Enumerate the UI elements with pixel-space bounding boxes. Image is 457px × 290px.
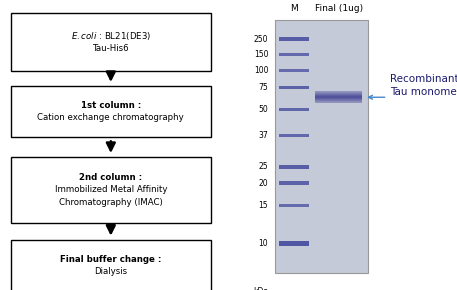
Bar	[279, 241, 309, 246]
FancyBboxPatch shape	[11, 13, 211, 71]
Text: Immobilized Metal Affinity: Immobilized Metal Affinity	[54, 185, 167, 195]
Bar	[279, 165, 309, 168]
Text: Final (1ug): Final (1ug)	[314, 4, 363, 13]
Text: 50: 50	[259, 105, 268, 114]
Bar	[279, 181, 309, 185]
Bar	[279, 133, 309, 137]
Text: 20: 20	[259, 179, 268, 188]
Text: 25: 25	[259, 162, 268, 171]
Text: Recombinant
Tau monomer: Recombinant Tau monomer	[390, 74, 457, 97]
Text: 37: 37	[259, 130, 268, 139]
Text: 100: 100	[254, 66, 268, 75]
Bar	[315, 99, 362, 100]
Bar	[315, 100, 362, 101]
Bar	[315, 102, 362, 103]
Bar	[279, 53, 309, 56]
Text: 250: 250	[254, 35, 268, 44]
Text: Final buffer change :: Final buffer change :	[60, 255, 161, 264]
Text: Cation exchange chromatography: Cation exchange chromatography	[37, 113, 184, 122]
Bar	[315, 97, 362, 98]
Bar	[315, 95, 362, 96]
FancyBboxPatch shape	[11, 240, 211, 290]
FancyBboxPatch shape	[11, 86, 211, 137]
Bar	[315, 94, 362, 95]
Text: Tau-His6: Tau-His6	[92, 44, 129, 53]
Text: 150: 150	[254, 50, 268, 59]
Text: Dialysis: Dialysis	[94, 267, 128, 276]
Bar	[279, 69, 309, 72]
Bar	[315, 98, 362, 99]
Bar	[315, 92, 362, 93]
Text: 15: 15	[259, 201, 268, 210]
Bar	[315, 93, 362, 94]
Text: 2nd column :: 2nd column :	[79, 173, 143, 182]
Text: kDa: kDa	[253, 287, 268, 290]
Bar	[279, 37, 309, 41]
Bar	[315, 96, 362, 97]
Bar	[275, 20, 368, 273]
Text: 1st column :: 1st column :	[81, 101, 141, 110]
Text: M: M	[290, 4, 298, 13]
Bar	[279, 86, 309, 89]
Bar	[315, 91, 362, 92]
Text: Chromatography (IMAC): Chromatography (IMAC)	[59, 197, 163, 207]
Bar	[279, 204, 309, 207]
FancyBboxPatch shape	[11, 157, 211, 223]
Text: 10: 10	[259, 239, 268, 248]
Bar	[279, 108, 309, 111]
Text: $\it{E. coli}$ : BL21(DE3): $\it{E. coli}$ : BL21(DE3)	[71, 30, 151, 42]
Text: 75: 75	[259, 83, 268, 92]
